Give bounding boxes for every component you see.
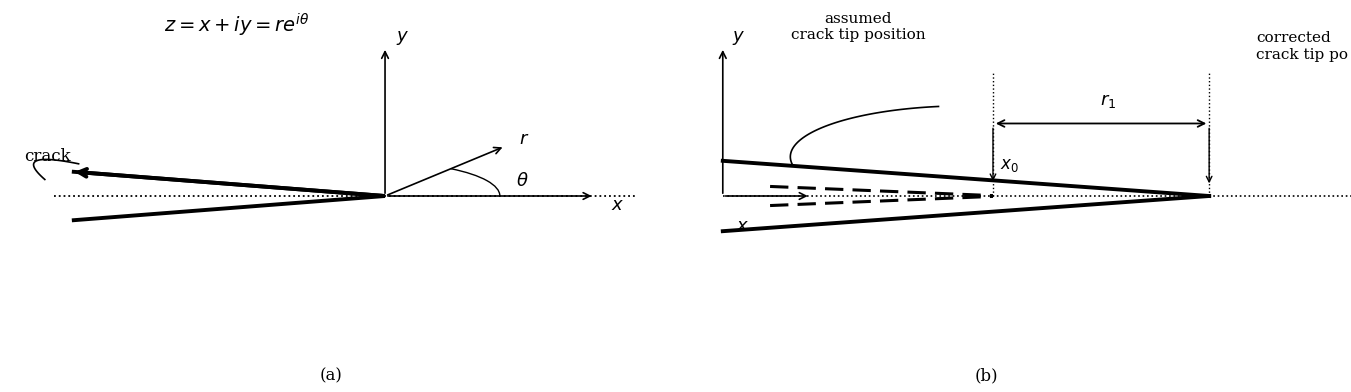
Text: $x$: $x$ — [611, 196, 624, 214]
Text: $y$: $y$ — [396, 29, 409, 47]
Text: assumed
crack tip position: assumed crack tip position — [790, 12, 925, 42]
Text: $z = x + iy = re^{i\theta}$: $z = x + iy = re^{i\theta}$ — [163, 12, 309, 39]
Text: (a): (a) — [320, 367, 342, 384]
Text: corrected
crack tip po: corrected crack tip po — [1256, 31, 1348, 62]
Text: $r$: $r$ — [519, 130, 530, 148]
Text: $\theta$: $\theta$ — [516, 172, 528, 190]
Text: $y$: $y$ — [732, 29, 746, 47]
Text: $r_1$: $r_1$ — [1100, 92, 1116, 110]
Text: $x_0$: $x_0$ — [1000, 158, 1019, 174]
Text: crack: crack — [24, 148, 72, 165]
Text: (b): (b) — [974, 367, 998, 384]
Text: $x$: $x$ — [736, 217, 750, 235]
